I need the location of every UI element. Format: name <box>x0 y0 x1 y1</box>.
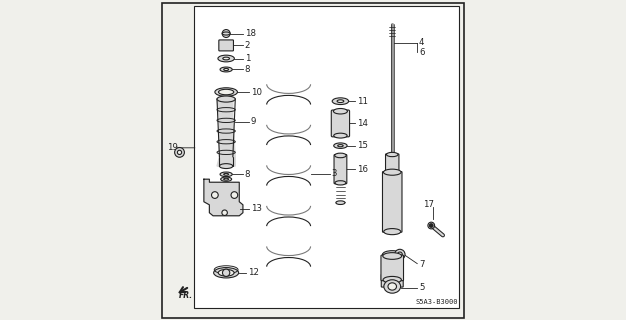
Ellipse shape <box>223 173 228 175</box>
Ellipse shape <box>220 164 233 169</box>
Ellipse shape <box>337 145 343 147</box>
Text: FR.: FR. <box>178 291 193 300</box>
Ellipse shape <box>334 108 347 114</box>
Text: 3: 3 <box>332 169 337 178</box>
Ellipse shape <box>335 153 346 158</box>
Circle shape <box>212 192 218 198</box>
Ellipse shape <box>220 172 232 177</box>
Text: 19: 19 <box>167 143 178 152</box>
Circle shape <box>177 150 182 155</box>
Circle shape <box>231 192 238 198</box>
Text: 1: 1 <box>245 54 250 63</box>
Ellipse shape <box>337 100 344 102</box>
FancyBboxPatch shape <box>334 155 347 184</box>
Ellipse shape <box>223 68 228 70</box>
Text: 5: 5 <box>419 284 424 292</box>
Text: 16: 16 <box>357 165 368 174</box>
Text: 7: 7 <box>419 260 424 269</box>
Ellipse shape <box>382 253 402 259</box>
Text: 10: 10 <box>251 88 262 97</box>
Circle shape <box>222 269 230 276</box>
Ellipse shape <box>218 55 234 62</box>
Polygon shape <box>217 99 235 166</box>
Text: 8: 8 <box>245 65 250 74</box>
FancyBboxPatch shape <box>331 110 349 137</box>
FancyBboxPatch shape <box>219 40 233 51</box>
Ellipse shape <box>334 143 347 148</box>
Ellipse shape <box>223 57 230 60</box>
Text: 9: 9 <box>251 117 256 126</box>
FancyBboxPatch shape <box>382 172 402 232</box>
Ellipse shape <box>384 280 401 293</box>
Text: 4: 4 <box>419 38 424 47</box>
Ellipse shape <box>332 98 349 105</box>
Ellipse shape <box>383 169 401 175</box>
Text: 6: 6 <box>419 48 424 57</box>
Circle shape <box>175 148 185 157</box>
Ellipse shape <box>336 201 345 204</box>
Ellipse shape <box>388 283 396 290</box>
Circle shape <box>222 29 230 37</box>
Text: 11: 11 <box>357 97 368 106</box>
Ellipse shape <box>398 252 403 257</box>
Text: 14: 14 <box>357 119 368 128</box>
Ellipse shape <box>220 67 232 72</box>
Ellipse shape <box>218 269 234 276</box>
Ellipse shape <box>394 249 405 260</box>
Ellipse shape <box>383 276 401 283</box>
Ellipse shape <box>217 96 235 102</box>
Ellipse shape <box>218 89 233 95</box>
Ellipse shape <box>387 170 398 174</box>
Circle shape <box>428 222 434 229</box>
Text: 13: 13 <box>251 204 262 213</box>
Ellipse shape <box>213 268 239 278</box>
Ellipse shape <box>384 228 401 235</box>
FancyBboxPatch shape <box>381 255 404 281</box>
Ellipse shape <box>215 88 237 96</box>
Text: 15: 15 <box>357 141 368 150</box>
Ellipse shape <box>223 178 228 180</box>
Text: 12: 12 <box>248 268 259 277</box>
Text: 8: 8 <box>245 170 250 179</box>
Text: S5A3-B3000: S5A3-B3000 <box>415 300 458 305</box>
Text: 18: 18 <box>245 29 256 38</box>
Ellipse shape <box>220 177 232 181</box>
Ellipse shape <box>386 152 398 157</box>
FancyBboxPatch shape <box>381 274 403 287</box>
Ellipse shape <box>382 251 402 258</box>
Ellipse shape <box>334 133 347 138</box>
Circle shape <box>222 210 227 215</box>
Ellipse shape <box>335 181 346 185</box>
Text: 2: 2 <box>245 41 250 50</box>
Circle shape <box>429 224 433 227</box>
Text: 17: 17 <box>423 200 434 209</box>
Polygon shape <box>204 179 243 216</box>
FancyBboxPatch shape <box>194 6 459 308</box>
FancyBboxPatch shape <box>162 3 464 318</box>
FancyBboxPatch shape <box>386 154 399 173</box>
Ellipse shape <box>222 32 230 35</box>
